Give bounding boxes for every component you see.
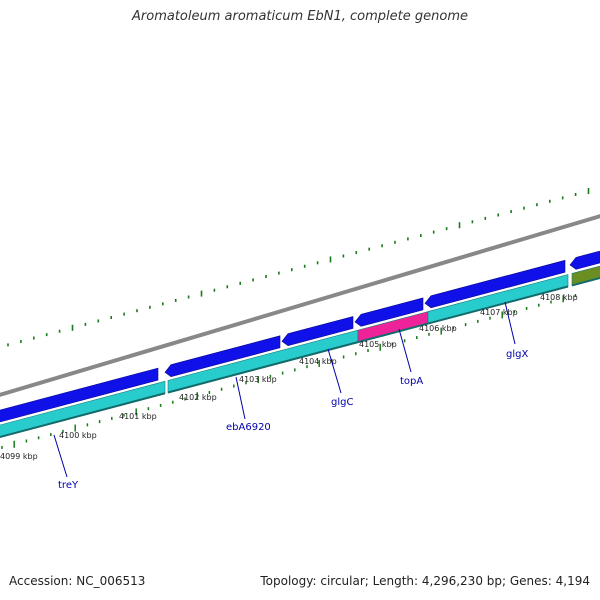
reverse-gene-edge <box>427 285 569 325</box>
gene-label-eba6920[interactable]: ebA6920 <box>226 422 271 433</box>
tick-label: 4104 kbp <box>299 357 337 366</box>
gene-labels: treY ebA6920 glgC topA glgX <box>58 349 528 491</box>
tick-label: 4108 kbp <box>540 293 578 302</box>
gene-label-leader <box>504 301 516 345</box>
genome-backbone <box>0 214 600 397</box>
kbp-tick-labels: 4099 kbp 4100 kbp 4101 kbp 4102 kbp 4103… <box>0 293 578 461</box>
gene-label-leaders <box>53 301 516 478</box>
forward-gene-arrow <box>281 316 354 347</box>
gene-label-topa[interactable]: topA <box>400 376 423 387</box>
inner-tick-ring <box>1 294 577 449</box>
forward-gene-arrow <box>424 259 566 309</box>
reverse-strand-genes <box>0 265 600 439</box>
tick-label: 4107 kbp <box>480 308 518 317</box>
reverse-gene-block <box>571 265 600 286</box>
forward-gene-arrow <box>569 250 600 270</box>
accession-label: Accession: NC_006513 <box>9 574 146 588</box>
tick-label: 4105 kbp <box>359 340 397 349</box>
backbone-line <box>0 214 600 397</box>
forward-gene-arrow <box>354 297 424 327</box>
gene-label-leader <box>235 376 246 420</box>
tick-label: 4101 kbp <box>119 412 157 421</box>
genome-stats-label: Topology: circular; Length: 4,296,230 bp… <box>260 574 590 588</box>
tick-label: 4103 kbp <box>239 375 277 384</box>
reverse-gene-edge <box>167 341 359 394</box>
tick-label: 4102 kbp <box>179 393 217 402</box>
map-title: Aromatoleum aromaticum EbN1, complete ge… <box>132 9 468 24</box>
gene-label-glgx[interactable]: glgX <box>506 349 528 360</box>
tick-label: 4100 kbp <box>59 431 97 440</box>
tick-label: 4106 kbp <box>419 324 457 333</box>
gene-label-leader <box>53 434 68 478</box>
reverse-gene-edge <box>357 322 429 344</box>
forward-gene-arrow <box>164 335 281 378</box>
tick-label: 4099 kbp <box>0 452 38 461</box>
forward-gene-arrow <box>0 367 159 423</box>
reverse-gene-edge <box>0 392 166 439</box>
forward-strand-genes <box>0 250 600 423</box>
gene-label-trey[interactable]: treY <box>58 480 79 491</box>
gene-label-leader <box>398 328 412 373</box>
gene-label-leader <box>327 348 342 394</box>
outer-tick-ring <box>7 188 590 347</box>
gene-label-glgc[interactable]: glgC <box>331 397 353 408</box>
